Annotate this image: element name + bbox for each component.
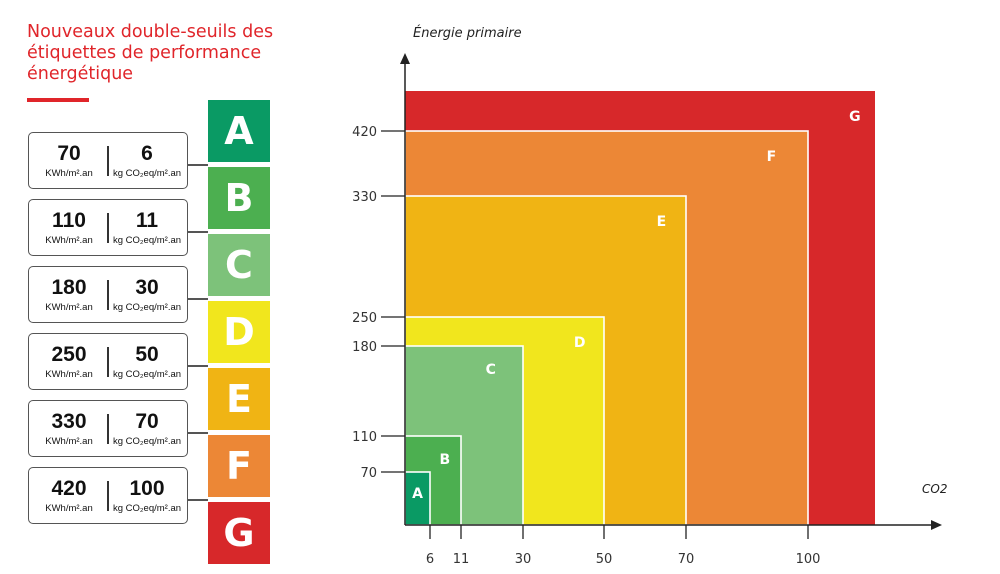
co2-value: 100 xyxy=(129,477,165,500)
co2-unit: kg CO₂eq/m².an xyxy=(112,503,182,514)
class-label-b: B xyxy=(440,452,451,468)
page-title: Nouveaux double-seuils des étiquettes de… xyxy=(27,22,274,84)
co2-unit: kg CO₂eq/m².an xyxy=(112,302,182,313)
class-region-a xyxy=(404,471,431,526)
energy-value: 180 xyxy=(51,276,87,299)
co2-threshold: 50 kg CO₂eq/m².an xyxy=(107,334,187,389)
co2-threshold: 11 kg CO₂eq/m².an xyxy=(107,200,187,255)
energy-unit: KWh/m².an xyxy=(45,235,93,246)
divider xyxy=(107,414,109,444)
x-tick-label: 100 xyxy=(796,552,821,567)
y-tick-label: 330 xyxy=(352,190,377,205)
co2-value: 50 xyxy=(135,343,159,366)
divider xyxy=(107,213,109,243)
threshold-connector xyxy=(188,298,208,300)
grade-f: F xyxy=(208,435,270,497)
co2-threshold: 70 kg CO₂eq/m².an xyxy=(107,401,187,456)
threshold-connector xyxy=(188,432,208,434)
class-label-c: C xyxy=(486,362,496,378)
grade-a: A xyxy=(208,100,270,162)
energy-threshold: 250 KWh/m².an xyxy=(29,334,109,389)
energy-unit: KWh/m².an xyxy=(45,302,93,313)
threshold-connector xyxy=(188,365,208,367)
y-tick-label: 110 xyxy=(352,430,377,445)
threshold-box: 420 KWh/m².an 100 kg CO₂eq/m².an xyxy=(28,467,188,524)
title-underline xyxy=(27,98,89,102)
x-axis-label: CO2 xyxy=(922,482,948,496)
energy-unit: KWh/m².an xyxy=(45,168,93,179)
co2-value: 70 xyxy=(135,410,159,433)
co2-threshold: 6 kg CO₂eq/m².an xyxy=(107,133,187,188)
divider xyxy=(107,347,109,377)
co2-unit: kg CO₂eq/m².an xyxy=(112,235,182,246)
co2-unit: kg CO₂eq/m².an xyxy=(112,436,182,447)
energy-unit: KWh/m².an xyxy=(45,503,93,514)
y-tick-label: 70 xyxy=(360,466,377,481)
energy-value: 250 xyxy=(51,343,87,366)
x-tick-label: 6 xyxy=(426,552,434,567)
y-tick-label: 250 xyxy=(352,311,377,326)
y-axis-label: Énergie primaire xyxy=(413,26,522,41)
grade-b: B xyxy=(208,167,270,229)
co2-value: 30 xyxy=(135,276,159,299)
energy-unit: KWh/m².an xyxy=(45,436,93,447)
co2-unit: kg CO₂eq/m².an xyxy=(112,369,182,380)
grade-g: G xyxy=(208,502,270,564)
class-label-a: A xyxy=(412,486,423,502)
threshold-connector xyxy=(188,499,208,501)
energy-threshold: 330 KWh/m².an xyxy=(29,401,109,456)
divider xyxy=(107,146,109,176)
class-label-e: E xyxy=(657,214,667,230)
threshold-box: 250 KWh/m².an 50 kg CO₂eq/m².an xyxy=(28,333,188,390)
co2-unit: kg CO₂eq/m².an xyxy=(112,168,182,179)
co2-value: 6 xyxy=(141,142,153,165)
threshold-box: 180 KWh/m².an 30 kg CO₂eq/m².an xyxy=(28,266,188,323)
class-label-d: D xyxy=(574,335,586,351)
x-axis-arrow xyxy=(931,520,942,530)
x-tick-label: 11 xyxy=(453,552,470,567)
energy-unit: KWh/m².an xyxy=(45,369,93,380)
energy-value: 70 xyxy=(57,142,81,165)
threshold-box: 110 KWh/m².an 11 kg CO₂eq/m².an xyxy=(28,199,188,256)
y-tick-label: 180 xyxy=(352,340,377,355)
co2-threshold: 30 kg CO₂eq/m².an xyxy=(107,267,187,322)
energy-threshold: 420 KWh/m².an xyxy=(29,468,109,523)
divider xyxy=(107,280,109,310)
class-label-f: F xyxy=(767,149,777,165)
x-tick-label: 30 xyxy=(515,552,532,567)
threshold-box: 70 KWh/m².an 6 kg CO₂eq/m².an xyxy=(28,132,188,189)
threshold-connector xyxy=(188,231,208,233)
energy-threshold: 180 KWh/m².an xyxy=(29,267,109,322)
divider xyxy=(107,481,109,511)
y-tick-label: 420 xyxy=(352,125,377,140)
grade-d: D xyxy=(208,301,270,363)
class-label-g: G xyxy=(849,109,861,125)
energy-value: 330 xyxy=(51,410,87,433)
threshold-box: 330 KWh/m².an 70 kg CO₂eq/m².an xyxy=(28,400,188,457)
co2-value: 11 xyxy=(135,209,159,232)
energy-threshold: 70 KWh/m².an xyxy=(29,133,109,188)
x-tick-label: 50 xyxy=(596,552,613,567)
threshold-connector xyxy=(188,164,208,166)
grade-c: C xyxy=(208,234,270,296)
energy-value: 420 xyxy=(51,477,87,500)
y-axis-arrow xyxy=(400,53,410,64)
energy-value: 110 xyxy=(52,209,86,232)
energy-threshold: 110 KWh/m².an xyxy=(29,200,109,255)
grade-e: E xyxy=(208,368,270,430)
co2-threshold: 100 kg CO₂eq/m².an xyxy=(107,468,187,523)
x-tick-label: 70 xyxy=(678,552,695,567)
